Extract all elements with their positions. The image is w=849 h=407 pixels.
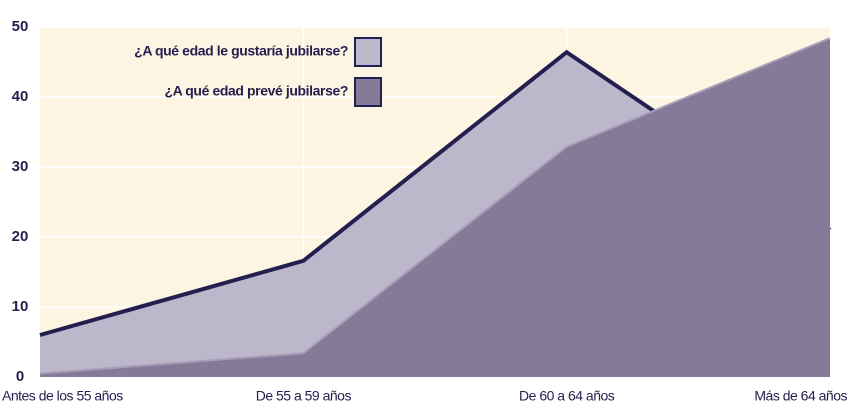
legend-swatch: [354, 77, 382, 107]
y-tick-label: 20: [12, 228, 29, 245]
x-tick-label: De 55 a 59 años: [256, 388, 352, 404]
y-tick-label: 50: [12, 18, 29, 35]
legend-label: ¿A qué edad le gustaría jubilarse?: [134, 43, 348, 59]
x-tick-label: De 60 a 64 años: [519, 388, 615, 404]
legend-swatch: [354, 37, 382, 67]
area: [40, 38, 830, 377]
line: [39, 37, 831, 375]
legend-label: ¿A qué edad prevé jubilarse?: [164, 83, 348, 99]
y-tick-label: 0: [16, 368, 24, 385]
y-tick-label: 10: [12, 298, 29, 315]
y-tick-label: 30: [12, 158, 29, 175]
x-tick-label: Antes de los 55 años: [2, 388, 123, 404]
x-tick-label: Más de 64 años: [754, 388, 847, 404]
y-tick-label: 40: [12, 88, 29, 105]
